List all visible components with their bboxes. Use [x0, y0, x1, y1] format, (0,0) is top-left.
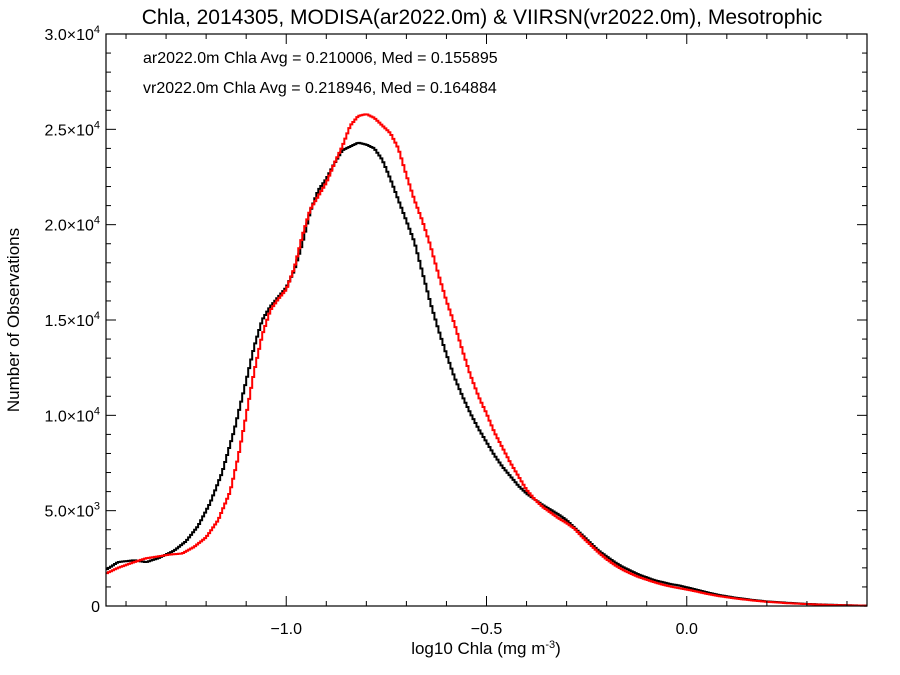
x-tick-label: 0.0 — [676, 621, 698, 638]
y-tick-label: 2.0×104 — [44, 215, 100, 235]
plot-frame — [105, 33, 868, 607]
chart-title: Chla, 2014305, MODISA(ar2022.0m) & VIIRS… — [142, 6, 822, 29]
y-tick-label: 1.5×104 — [44, 310, 100, 330]
y-tick-label: 1.0×104 — [44, 405, 100, 425]
annotation-viirsn: vr2022.0m Chla Avg = 0.218946, Med = 0.1… — [143, 80, 497, 97]
y-tick-label: 2.5×104 — [44, 119, 100, 139]
series-line-viirsn — [106, 113, 867, 607]
x-axis-label: log10 Chla (mg m-3) — [411, 639, 561, 658]
y-axis-label: Number of Observations — [4, 228, 23, 412]
annotation-modisa: ar2022.0m Chla Avg = 0.210006, Med = 0.1… — [143, 50, 498, 67]
series-line-modisa — [106, 141, 867, 607]
x-tick-label: −0.5 — [471, 621, 503, 638]
plot-area — [106, 113, 867, 607]
y-tick-label: 0 — [91, 599, 100, 616]
x-tick-label: −1.0 — [270, 621, 302, 638]
y-tick-label: 3.0×104 — [44, 24, 100, 44]
y-tick-label: 5.0×103 — [44, 501, 100, 521]
axis-ticks: −1.0 −0.5 0.0 0 5.0×103 1.0×104 1.5×104 2.0×104… — [44, 24, 867, 638]
